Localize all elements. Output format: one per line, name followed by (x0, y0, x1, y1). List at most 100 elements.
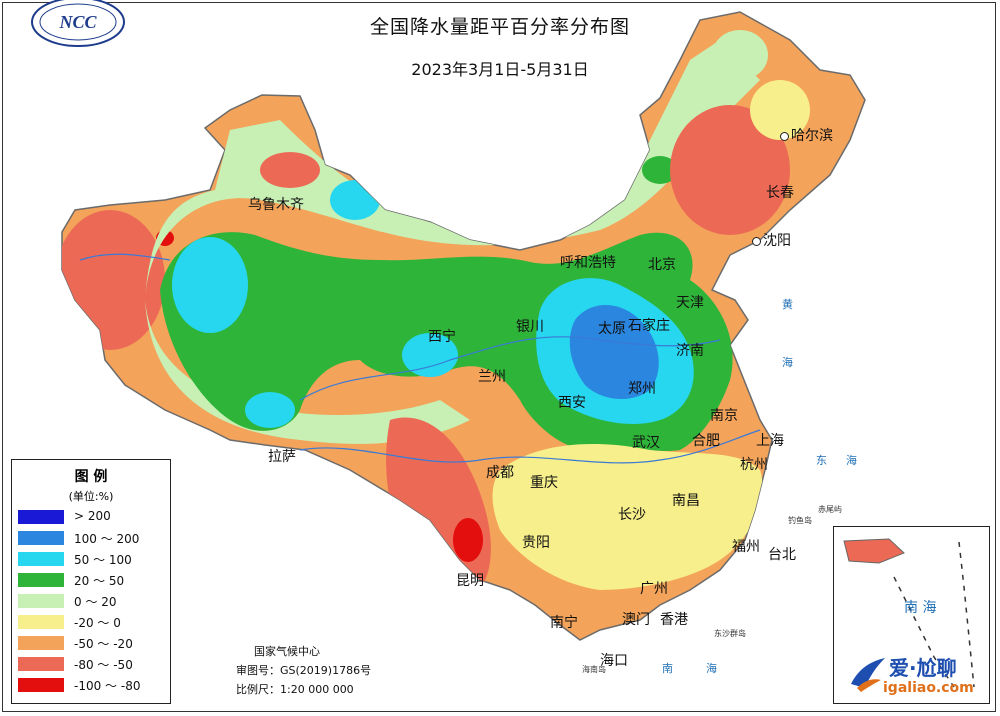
legend-label: > 200 (74, 509, 111, 523)
sea-label-south-1: 南 (662, 662, 673, 675)
legend-label: 100 ～ 200 (74, 532, 140, 546)
legend-item: -50 ～ -20 (18, 634, 168, 652)
legend-label: -80 ～ -50 (74, 658, 133, 672)
legend-item: 100 ～ 200 (18, 529, 168, 547)
legend-label: 20 ～ 50 (74, 574, 125, 588)
zone-northeast-green (642, 156, 678, 184)
city-chongqing: 重庆 (530, 475, 558, 491)
legend-swatch (18, 636, 64, 650)
city-guiyang: 贵阳 (522, 535, 550, 551)
date-range-subtitle: 2023年3月1日-5月31日 (411, 60, 589, 79)
sea-label-east-1: 东 (816, 454, 827, 467)
city-lhasa: 拉萨 (268, 449, 296, 465)
legend-label: -20 ～ 0 (74, 616, 121, 630)
city-jinan: 济南 (676, 343, 704, 359)
legend-title: 图 例 (74, 469, 108, 485)
legend-label: -50 ～ -20 (74, 637, 133, 651)
legend-item: 0 ～ 20 (18, 592, 168, 610)
city-nanning: 南宁 (550, 615, 578, 631)
legend: 图 例 (单位:%) > 200 100 ～ 200 50 ～ 100 20 ～… (11, 459, 171, 704)
city-tianjin: 天津 (676, 295, 704, 311)
legend-label: 0 ～ 20 (74, 595, 117, 609)
city-wuhan: 武汉 (632, 435, 660, 451)
sea-label-yellow-2: 海 (782, 356, 793, 369)
credit-scale: 比例尺：1:20 000 000 (236, 683, 354, 696)
city-shanghai: 上海 (756, 433, 784, 449)
city-nanchang: 南昌 (672, 493, 700, 509)
island-hainan: 海南岛 (582, 665, 606, 674)
credit-approval: 审图号：GS(2019)1786号 (236, 664, 372, 677)
legend-unit: (单位:%) (68, 490, 114, 503)
watermark-url: igaliao.com (883, 680, 974, 696)
zone-south-yellow (492, 444, 763, 590)
zone-central-blue (569, 305, 659, 400)
zone-tibet-cyan (245, 392, 295, 428)
zone-northeast-red (670, 105, 790, 235)
inset-map (843, 538, 975, 688)
city-taipei: 台北 (768, 547, 796, 563)
legend-swatch (18, 531, 64, 545)
zone-xinjiang-cyan (172, 237, 248, 333)
sea-label-yellow-1: 黄 (782, 298, 793, 311)
zone-northeast-light (712, 30, 768, 80)
legend-item: -100 ～ -80 (18, 676, 168, 694)
city-fuzhou: 福州 (732, 539, 760, 555)
precipitation-zones (62, 30, 810, 599)
zone-north-wet-light (145, 40, 760, 444)
island-chiwei: 赤尾屿 (818, 505, 842, 514)
city-xining: 西宁 (428, 329, 456, 345)
city-nanjing: 南京 (710, 408, 738, 424)
zone-north-cyan (330, 180, 380, 220)
city-lanzhou: 兰州 (478, 369, 506, 385)
city-kunming: 昆明 (456, 573, 484, 589)
city-haikou: 海口 (600, 653, 628, 669)
legend-swatch (18, 657, 64, 671)
zone-west-red (62, 210, 165, 350)
city-shenyang: 沈阳 (752, 230, 791, 250)
city-zhengzhou: 郑州 (628, 381, 656, 397)
legend-item: 20 ～ 50 (18, 571, 168, 589)
island-dongsha: 东沙群岛 (714, 629, 746, 638)
island-diaoyu: 钓鱼岛 (788, 516, 812, 525)
city-changsha: 长沙 (618, 507, 646, 523)
sea-label-south-2: 海 (706, 662, 717, 675)
ncc-logo: NCC (31, 0, 125, 47)
zone-northeast-yellow (750, 80, 810, 140)
city-macao: 澳门 (622, 612, 650, 628)
city-beijing: 北京 (648, 257, 676, 273)
sea-label-east-2: 海 (846, 454, 857, 467)
legend-item: 50 ～ 100 (18, 550, 168, 568)
city-hangzhou: 杭州 (740, 457, 768, 473)
zone-qinghai-cyan (402, 333, 458, 377)
watermark-bird-icon (851, 658, 885, 692)
city-changchun: 长春 (766, 185, 794, 201)
city-harbin: 哈尔滨 (780, 125, 833, 145)
city-urumqi: 乌鲁木齐 (248, 197, 304, 213)
legend-swatch (18, 594, 64, 608)
zone-yunnan-deepred (453, 518, 483, 562)
legend-swatch (18, 678, 64, 692)
city-guangzhou: 广州 (640, 581, 668, 597)
legend-item: > 200 (18, 508, 168, 526)
city-shijiazhuang: 石家庄 (628, 318, 670, 334)
city-hongkong: 香港 (660, 612, 688, 628)
city-hefei: 合肥 (692, 433, 720, 449)
legend-label: -100 ～ -80 (74, 679, 141, 693)
city-chengdu: 成都 (486, 465, 514, 481)
legend-swatch (18, 573, 64, 587)
watermark: 爱·尬聊 igaliao.com (843, 648, 993, 708)
city-xian: 西安 (558, 395, 586, 411)
legend-item: -80 ～ -50 (18, 655, 168, 673)
legend-swatch (18, 615, 64, 629)
inset-label: 南 海 (904, 600, 937, 616)
river-lines (79, 253, 761, 464)
zone-xinjiang-red-top (260, 152, 320, 188)
credit-agency: 国家气候中心 (254, 645, 320, 658)
map-title: 全国降水量距平百分率分布图 (369, 16, 630, 38)
legend-item: -20 ～ 0 (18, 613, 168, 631)
credits: 国家气候中心 审图号：GS(2019)1786号 比例尺：1:20 000 00… (236, 642, 371, 699)
city-yinchuan: 银川 (516, 319, 544, 335)
legend-swatch (18, 552, 64, 566)
city-taiyuan: 太原 (598, 321, 626, 337)
